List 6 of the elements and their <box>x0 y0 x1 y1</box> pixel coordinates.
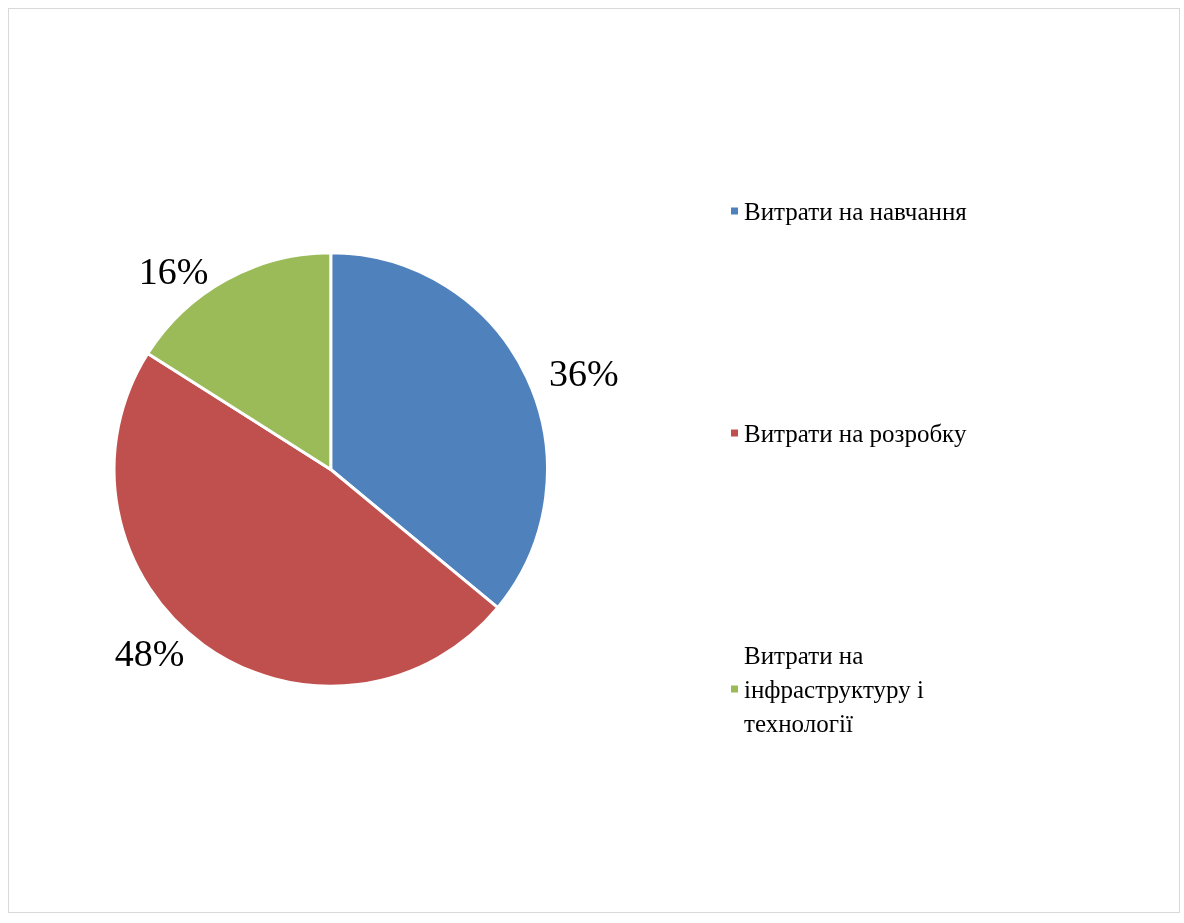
data-label: 36% <box>548 352 619 394</box>
data-label: 16% <box>138 249 209 292</box>
legend-label: Витрати на розробку <box>744 419 967 447</box>
legend-label: Витрати на інфраструктуру і технології <box>744 641 931 737</box>
data-label: 48% <box>114 631 185 674</box>
legend-label: Витрати на навчання <box>744 197 968 225</box>
